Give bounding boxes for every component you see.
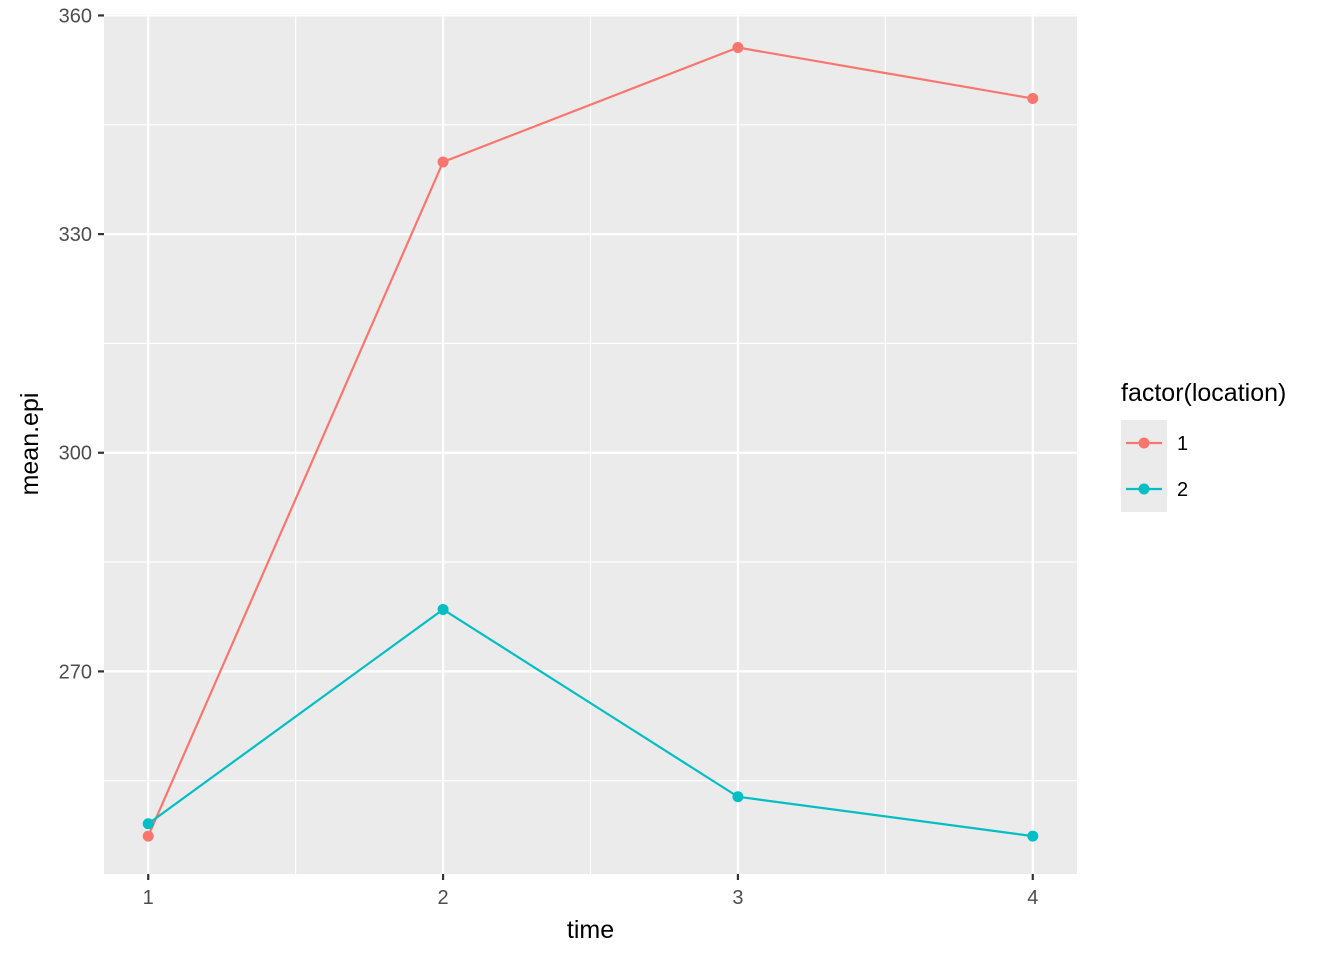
legend-item-1: 1 <box>1121 420 1188 466</box>
series-2 <box>142 603 1039 842</box>
data-point <box>142 818 154 830</box>
series-line <box>147 46 1033 837</box>
grid-minor <box>104 14 1077 874</box>
data-point <box>142 830 154 842</box>
legend-item-2: 2 <box>1121 466 1188 512</box>
legend-key-point <box>1138 437 1150 449</box>
data-point <box>732 42 744 54</box>
y-tick-label: 300 <box>59 443 92 465</box>
series-1 <box>142 42 1039 842</box>
x-tick-label: 1 <box>143 887 154 909</box>
legend-keys: 12 <box>1121 420 1188 512</box>
legend: factor(location) 12 <box>1121 379 1286 512</box>
x-tick-label: 3 <box>732 887 743 909</box>
series-line <box>147 608 1033 838</box>
data-point <box>1027 93 1039 105</box>
data-point <box>437 603 449 615</box>
legend-label: 2 <box>1177 479 1188 501</box>
legend-key-point <box>1138 483 1150 495</box>
series-layer <box>142 42 1039 842</box>
y-axis-title: mean.epi <box>16 393 44 496</box>
y-tick-label: 270 <box>59 661 92 683</box>
data-point <box>437 156 449 168</box>
x-axis-title: time <box>567 916 614 944</box>
y-tick-label: 330 <box>59 224 92 246</box>
legend-label: 1 <box>1177 433 1188 455</box>
y-axis: 270 300 330 360 <box>59 5 104 683</box>
data-point <box>1027 830 1039 842</box>
y-tick-label: 360 <box>59 5 92 27</box>
data-point <box>732 791 744 803</box>
x-tick-label: 2 <box>438 887 449 909</box>
x-axis: 1 2 3 4 <box>143 874 1038 909</box>
legend-title: factor(location) <box>1121 379 1286 407</box>
x-tick-label: 4 <box>1027 887 1038 909</box>
